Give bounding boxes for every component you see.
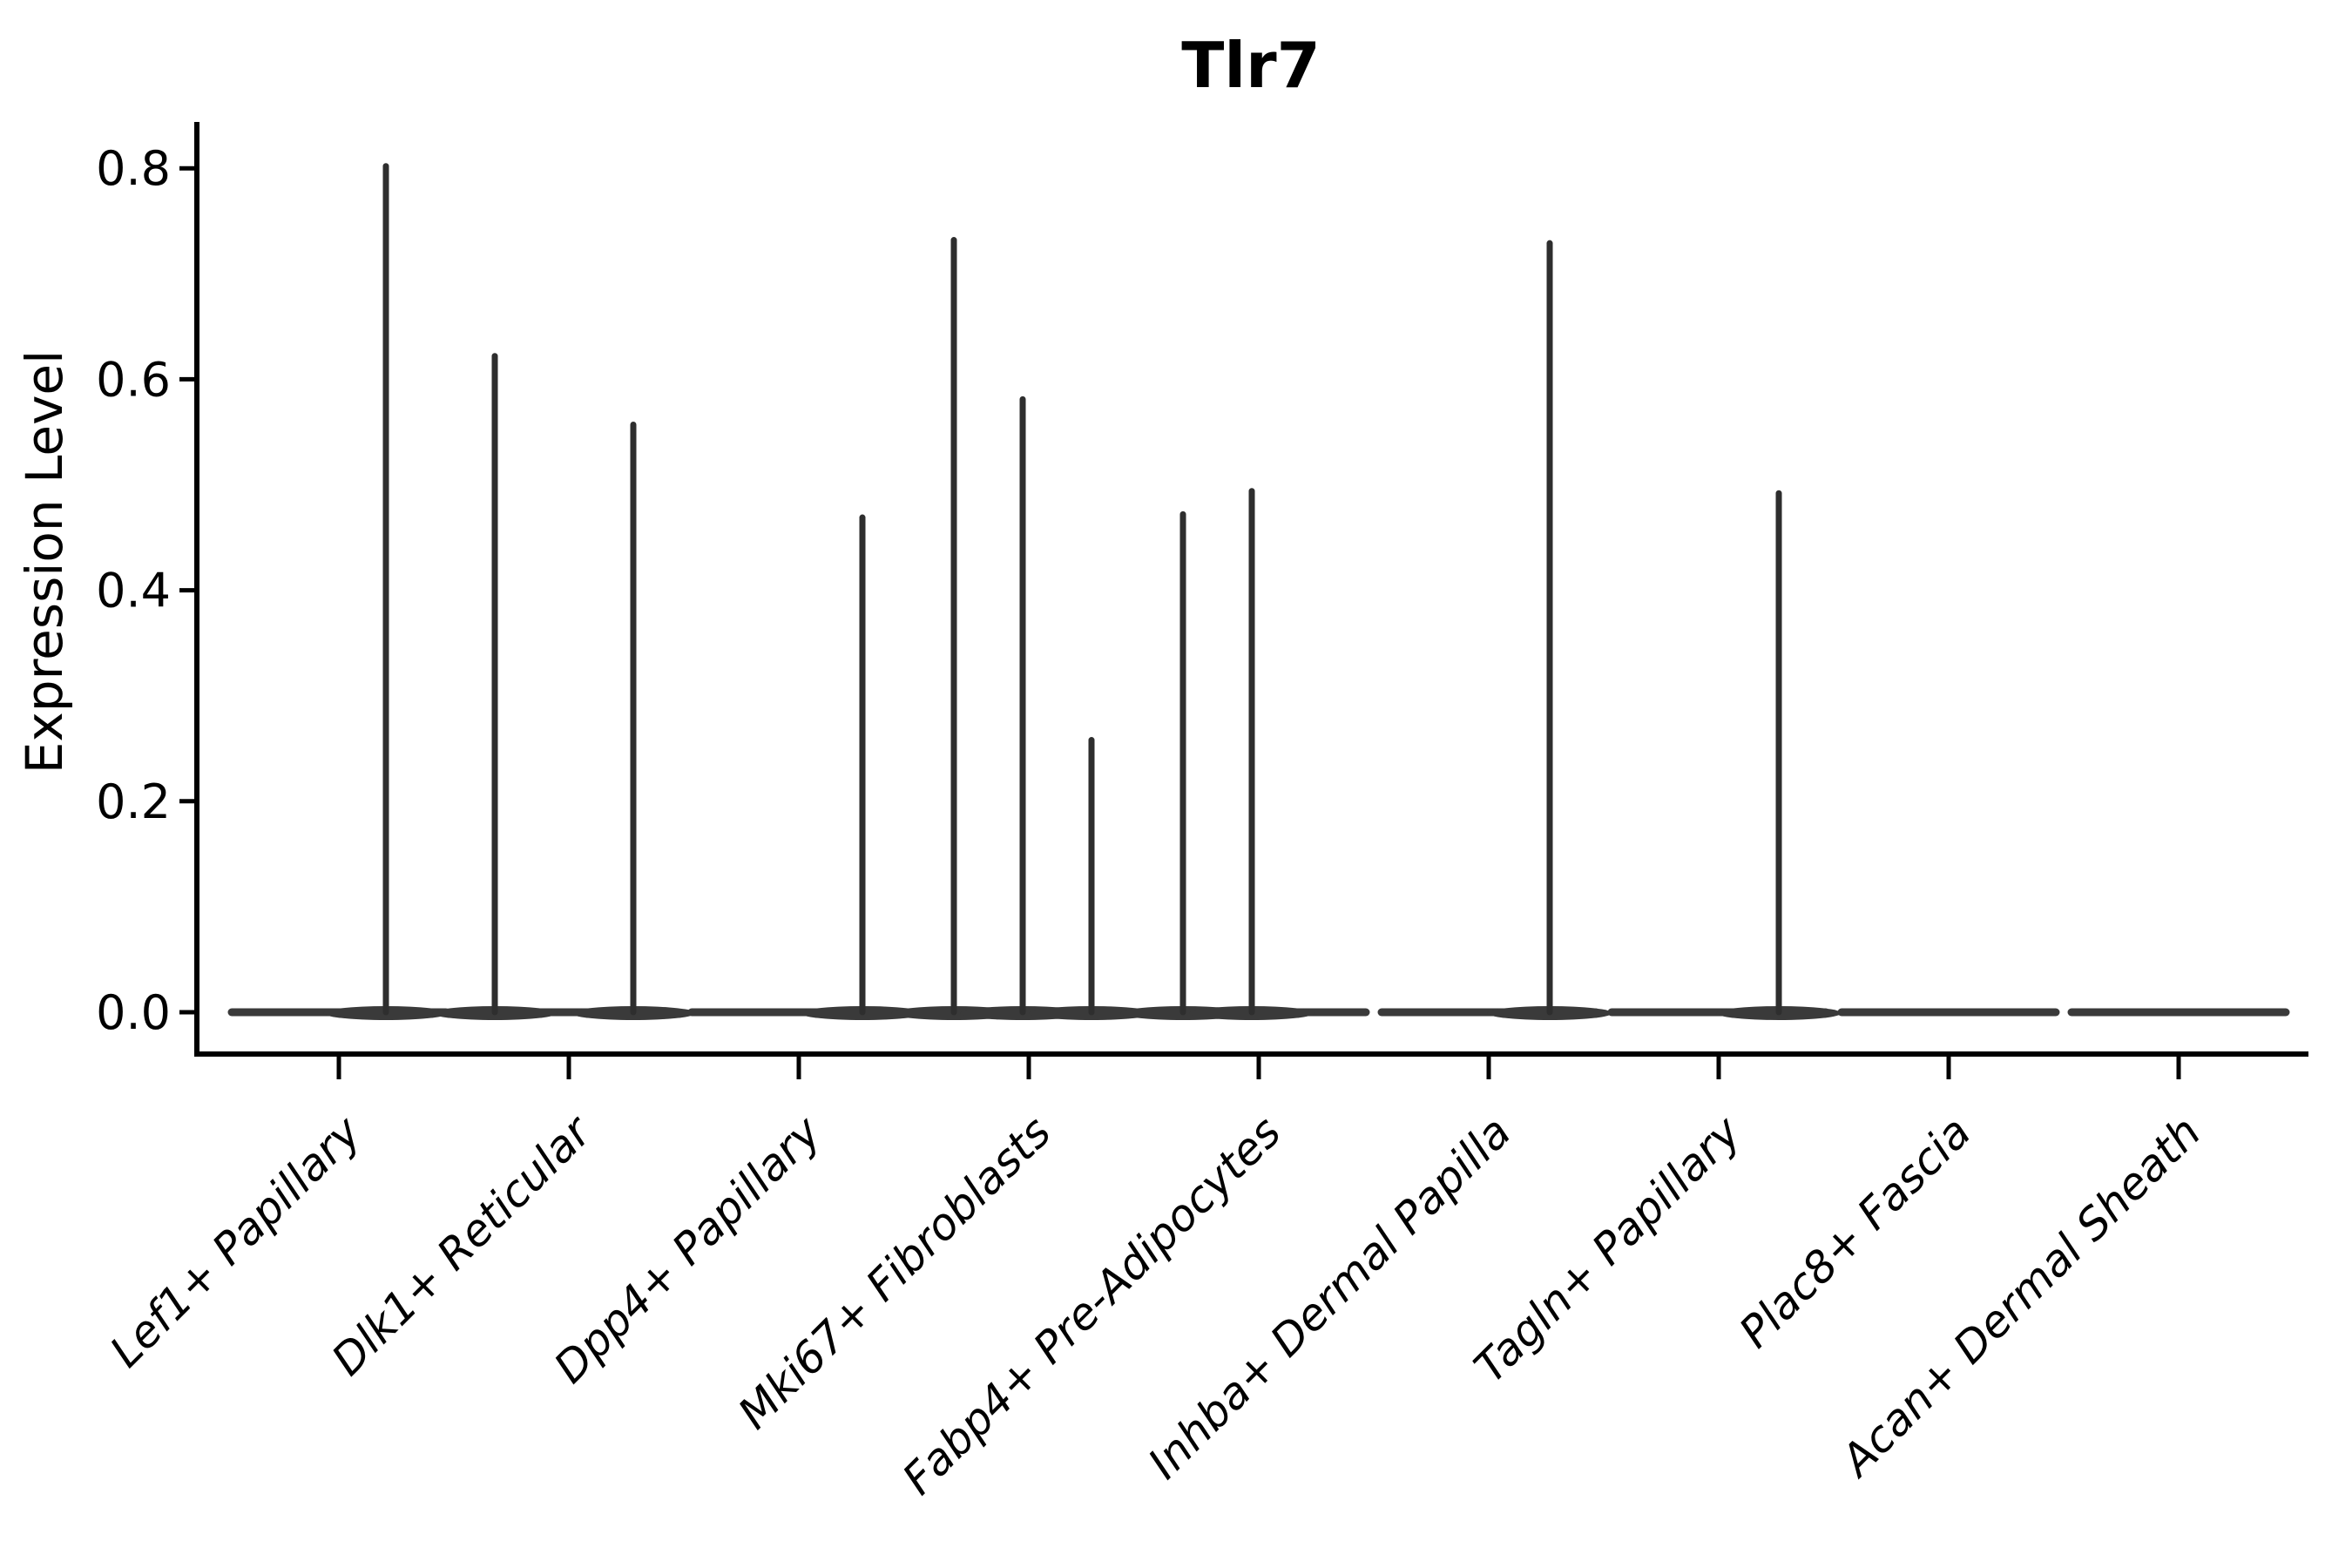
violin [1377,240,1612,1020]
violin [227,163,450,1020]
y-tick-label: 0.8 [96,141,171,196]
violin [891,237,1154,1020]
violins [227,163,2290,1020]
violin [687,514,925,1020]
chart-title: Tlr7 [1181,29,1320,102]
axes: 0.0 0.2 0.4 0.6 0.8 [96,122,2308,1079]
y-tick-label: 0.6 [96,352,171,407]
x-tick-label: Lef1+ Papillary [100,1105,371,1376]
x-tick-label: Plac8+ Fascia [1730,1106,1981,1357]
y-tick-label: 0.2 [96,774,171,829]
violin [1120,488,1370,1020]
y-tick-label: 0.4 [96,564,171,618]
y-tick-label: 0.0 [96,985,171,1040]
violin [1607,490,1842,1020]
y-axis-label: Expression Level [15,350,74,774]
x-tick-label: Fabp4+ Pre-Adipocytes [893,1106,1291,1504]
violin [432,353,696,1020]
x-tick-label: Inhba+ Dermal Papilla [1139,1106,1520,1488]
